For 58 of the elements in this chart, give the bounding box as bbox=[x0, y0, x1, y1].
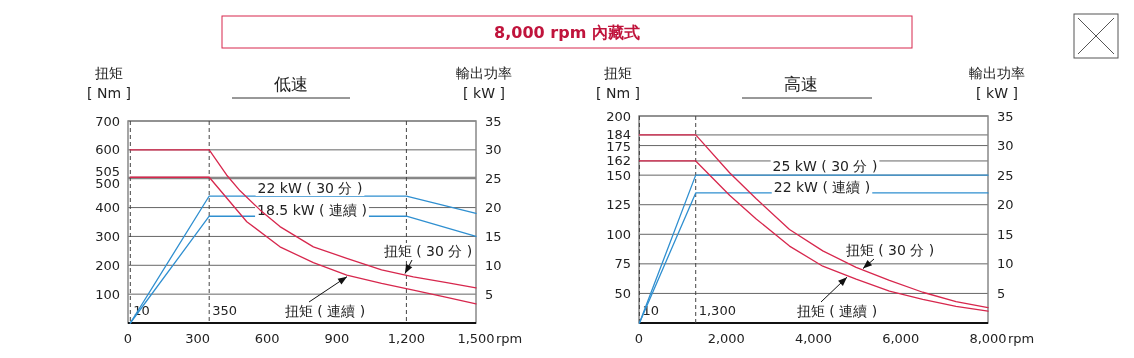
y2-tick-label: 20 bbox=[997, 197, 1014, 213]
series-label: 22 kW ( 連續 ) bbox=[773, 179, 871, 195]
x-tick-label: 600 bbox=[254, 331, 280, 346]
series-label: 扭矩 ( 30 分 ) bbox=[383, 243, 473, 259]
x-tick-label: 300 bbox=[185, 331, 211, 346]
y-tick-label: 400 bbox=[95, 200, 120, 216]
y-tick-label: 100 bbox=[606, 226, 631, 242]
chart-subtitle: 低速 bbox=[274, 74, 308, 94]
ref-line-label: 1,300 bbox=[698, 303, 736, 318]
x-tick-label: 1,200 bbox=[387, 331, 426, 346]
y2-tick-label: 10 bbox=[997, 256, 1014, 272]
ref-line-label: 350 bbox=[212, 303, 238, 318]
x-tick-label: 1,500 bbox=[457, 331, 495, 346]
y-tick-label: 700 bbox=[95, 113, 120, 129]
series-label: 扭矩 ( 連續 ) bbox=[796, 303, 878, 319]
x-axis-title: rpm bbox=[496, 331, 523, 346]
y2-axis-title: 輸出功率 [ kW ] bbox=[969, 65, 1025, 101]
y-axis-title: 扭矩 [ Nm ] bbox=[87, 65, 131, 101]
y2-tick-label: 35 bbox=[485, 113, 502, 129]
series-label: 扭矩 ( 連續 ) bbox=[284, 303, 366, 319]
y-tick-label: 150 bbox=[606, 167, 631, 183]
y-tick-label: 200 bbox=[95, 257, 120, 273]
y-tick-label: 300 bbox=[95, 228, 120, 244]
y-tick-label: 50 bbox=[614, 285, 631, 301]
series-label: 18.5 kW ( 連續 ) bbox=[257, 202, 367, 218]
y-tick-label: 100 bbox=[95, 286, 120, 302]
y-tick-label: 125 bbox=[606, 197, 631, 213]
y2-tick-label: 15 bbox=[485, 228, 502, 244]
y2-tick-label: 20 bbox=[485, 200, 502, 216]
series-label: 25 kW ( 30 分 ) bbox=[772, 158, 878, 174]
series-label: 22 kW ( 30 分 ) bbox=[257, 180, 363, 196]
y2-tick-label: 30 bbox=[485, 142, 502, 158]
series-label: 扭矩 ( 30 分 ) bbox=[845, 242, 935, 258]
x-tick-label: 2,000 bbox=[707, 331, 745, 346]
y2-tick-label: 15 bbox=[997, 226, 1014, 242]
x-tick-label: 6,000 bbox=[882, 331, 920, 346]
x-tick-label: 4,000 bbox=[794, 331, 833, 346]
x-tick-label: 900 bbox=[324, 331, 350, 346]
y2-tick-label: 5 bbox=[485, 286, 494, 302]
y2-axis-title: 輸出功率 [ kW ] bbox=[456, 65, 512, 101]
y-tick-label: 75 bbox=[614, 256, 631, 272]
x-axis-title: rpm bbox=[1008, 331, 1035, 346]
x-tick-label: 8,000 bbox=[969, 331, 1007, 346]
y2-tick-label: 10 bbox=[485, 257, 502, 273]
text: 8,000 rpm 內藏式 bbox=[494, 23, 640, 42]
y2-tick-label: 25 bbox=[485, 171, 502, 187]
y2-tick-label: 5 bbox=[997, 285, 1006, 301]
y-tick-label: 200 bbox=[606, 108, 631, 124]
y-tick-label: 162 bbox=[606, 153, 631, 169]
y2-tick-label: 25 bbox=[997, 167, 1014, 183]
x-tick-label: 0 bbox=[634, 331, 644, 346]
y2-tick-label: 30 bbox=[997, 138, 1014, 154]
x-tick-label: 0 bbox=[123, 331, 133, 346]
chart-subtitle: 高速 bbox=[784, 74, 818, 94]
y-tick-label: 600 bbox=[95, 142, 120, 158]
y2-tick-label: 35 bbox=[997, 108, 1014, 124]
ref-line-label: 10 bbox=[642, 303, 659, 318]
y-axis-title: 扭矩 [ Nm ] bbox=[596, 65, 640, 101]
